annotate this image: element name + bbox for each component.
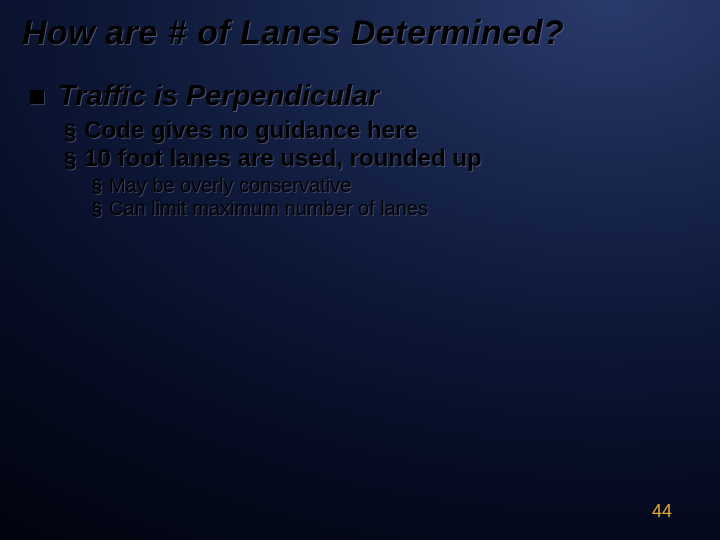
section-bullet-icon: § bbox=[64, 147, 76, 173]
section-bullet-icon: § bbox=[64, 119, 76, 145]
bullet-level3-text: Can limit maximum number of lanes bbox=[109, 198, 428, 221]
bullet-level1: Traffic is Perpendicular bbox=[30, 80, 690, 113]
bullet-level2-text: Code gives no guidance here bbox=[84, 117, 417, 145]
slide-content: Traffic is Perpendicular § Code gives no… bbox=[30, 80, 690, 221]
slide: How are # of Lanes Determined? Traffic i… bbox=[0, 0, 720, 540]
square-bullet-icon bbox=[30, 90, 44, 104]
bullet-level1-text: Traffic is Perpendicular bbox=[58, 80, 379, 113]
slide-title: How are # of Lanes Determined? bbox=[22, 14, 564, 53]
bullet-level3-group: § May be overly conservative § Can limit… bbox=[92, 175, 690, 221]
bullet-level3: § Can limit maximum number of lanes bbox=[92, 198, 690, 221]
section-bullet-icon: § bbox=[92, 176, 102, 197]
bullet-level3-text: May be overly conservative bbox=[109, 175, 351, 198]
bullet-level2-text: 10 foot lanes are used, rounded up bbox=[84, 145, 481, 173]
bullet-level2: § Code gives no guidance here bbox=[64, 117, 690, 145]
bullet-level3: § May be overly conservative bbox=[92, 175, 690, 198]
page-number: 44 bbox=[652, 501, 672, 522]
bullet-level2: § 10 foot lanes are used, rounded up bbox=[64, 145, 690, 173]
bullet-level2-group: § Code gives no guidance here § 10 foot … bbox=[64, 117, 690, 221]
section-bullet-icon: § bbox=[92, 199, 102, 220]
